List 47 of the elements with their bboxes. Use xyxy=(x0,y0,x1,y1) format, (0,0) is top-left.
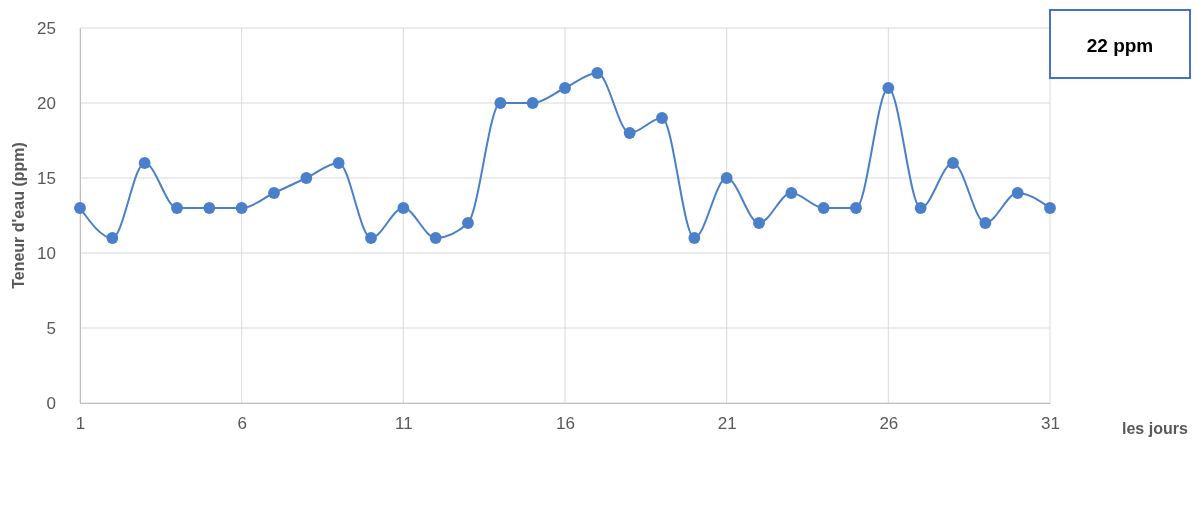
point xyxy=(365,232,377,244)
y-axis-title: Teneur d'eau (ppm) xyxy=(10,142,27,289)
point xyxy=(559,82,571,94)
point xyxy=(235,202,248,214)
point xyxy=(429,232,442,244)
x-tick-label: 11 xyxy=(395,414,413,434)
point xyxy=(979,217,992,229)
x-tick-label: 1 xyxy=(75,414,86,434)
point xyxy=(591,67,604,79)
x-tick-label: 26 xyxy=(879,414,899,434)
y-tick-label: 10 xyxy=(37,243,56,263)
point xyxy=(1044,202,1056,214)
y-tick-label: 5 xyxy=(46,318,56,338)
point xyxy=(74,202,86,214)
point xyxy=(462,217,474,229)
point xyxy=(882,82,895,94)
x-tick-label: 31 xyxy=(1041,414,1060,434)
point xyxy=(268,187,280,199)
point xyxy=(171,202,183,214)
point xyxy=(753,217,765,229)
y-tick-label: 25 xyxy=(37,18,56,38)
point xyxy=(106,232,119,244)
point xyxy=(623,127,636,139)
text: 22 ppm xyxy=(1086,35,1154,56)
point xyxy=(332,157,345,169)
point xyxy=(1011,187,1024,199)
point xyxy=(656,112,668,124)
x-tick-label: 6 xyxy=(237,414,247,434)
point xyxy=(817,202,830,214)
x-tick-label: 16 xyxy=(556,414,575,434)
point xyxy=(947,157,959,169)
point xyxy=(526,97,539,109)
point xyxy=(138,157,151,169)
y-tick-label: 15 xyxy=(37,168,56,188)
point xyxy=(785,187,798,199)
point xyxy=(850,202,862,214)
point xyxy=(203,202,216,214)
point xyxy=(914,202,927,214)
y-tick-label: 20 xyxy=(37,93,56,113)
point xyxy=(688,232,701,244)
point xyxy=(720,172,733,184)
point xyxy=(397,202,410,214)
x-axis-title: les jours xyxy=(1122,420,1188,437)
point xyxy=(300,172,313,184)
point xyxy=(494,97,507,109)
y-tick-label: 0 xyxy=(46,393,56,413)
x-tick-label: 21 xyxy=(717,414,737,434)
